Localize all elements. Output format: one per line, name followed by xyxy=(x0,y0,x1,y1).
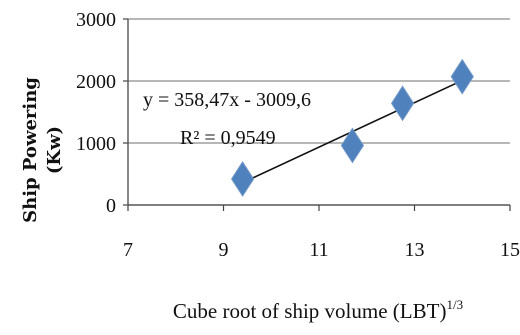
x-tick-label: 13 xyxy=(405,239,425,261)
y-tick-label: 1000 xyxy=(76,133,116,155)
x-tick-label: 7 xyxy=(123,239,133,261)
y-tick-label: 0 xyxy=(106,195,116,217)
y-tick-label: 2000 xyxy=(76,71,116,93)
y-tick-label: 3000 xyxy=(76,9,116,31)
x-tick-label: 15 xyxy=(500,239,520,261)
trendline-equation: y = 358,47x - 3009,6 xyxy=(143,89,311,111)
x-axis-label-superscript: 1/3 xyxy=(446,297,463,312)
data-points xyxy=(231,58,474,197)
data-point xyxy=(390,85,415,122)
x-axis-label-text: Cube root of ship volume (LBT) xyxy=(173,299,447,323)
x-tick-label: 11 xyxy=(309,239,328,261)
x-tick-labels: 7 9 11 13 15 xyxy=(123,239,520,261)
data-point xyxy=(340,127,365,164)
data-point xyxy=(450,58,474,95)
gridlines xyxy=(128,18,510,144)
x-axis-label: Cube root of ship volume (LBT)1/3 xyxy=(173,297,463,323)
r-squared-label: R² = 0,9549 xyxy=(180,127,276,149)
y-tick-labels: 0 1000 2000 3000 xyxy=(76,9,116,217)
x-tick-label: 9 xyxy=(219,239,229,261)
y-axis-label-line2: (Kw) xyxy=(44,126,65,174)
y-axis-label-line1: Ship Powering xyxy=(20,77,41,223)
data-point xyxy=(231,161,255,197)
axes xyxy=(123,18,511,211)
